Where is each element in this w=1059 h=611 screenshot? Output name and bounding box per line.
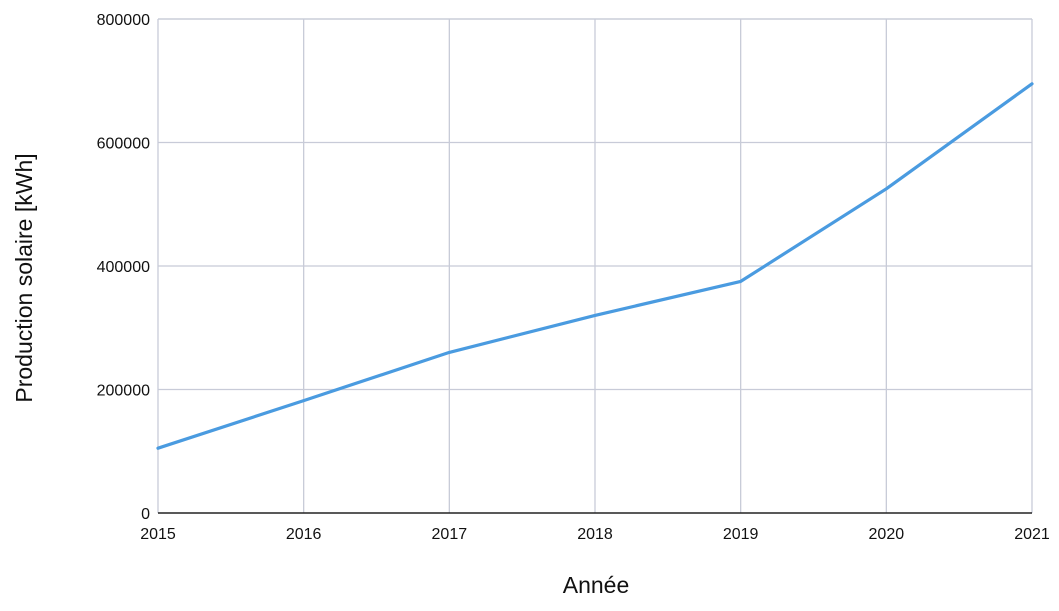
y-tick-label: 200000 [97, 383, 150, 400]
grid [157, 18, 1033, 513]
y-tick-label: 800000 [97, 12, 150, 29]
x-tick-labels: 2015 2016 2017 2018 2019 2020 2021 [140, 526, 1050, 543]
x-tick-label: 2020 [869, 526, 905, 543]
x-tick-label: 2021 [1014, 526, 1050, 543]
x-tick-label: 2019 [723, 526, 759, 543]
y-axis-title: Production solaire [kWh] [11, 153, 37, 402]
x-axis-title: Année [563, 572, 630, 598]
y-tick-label: 600000 [97, 136, 150, 153]
y-tick-labels: 0 200000 400000 600000 800000 [97, 12, 150, 523]
x-tick-label: 2015 [140, 526, 176, 543]
series-group [156, 82, 1034, 450]
series-line [156, 82, 1034, 450]
y-tick-label: 400000 [97, 259, 150, 276]
x-tick-label: 2018 [577, 526, 613, 543]
x-tick-label: 2016 [286, 526, 322, 543]
y-tick-label: 0 [141, 506, 150, 523]
x-tick-label: 2017 [432, 526, 468, 543]
